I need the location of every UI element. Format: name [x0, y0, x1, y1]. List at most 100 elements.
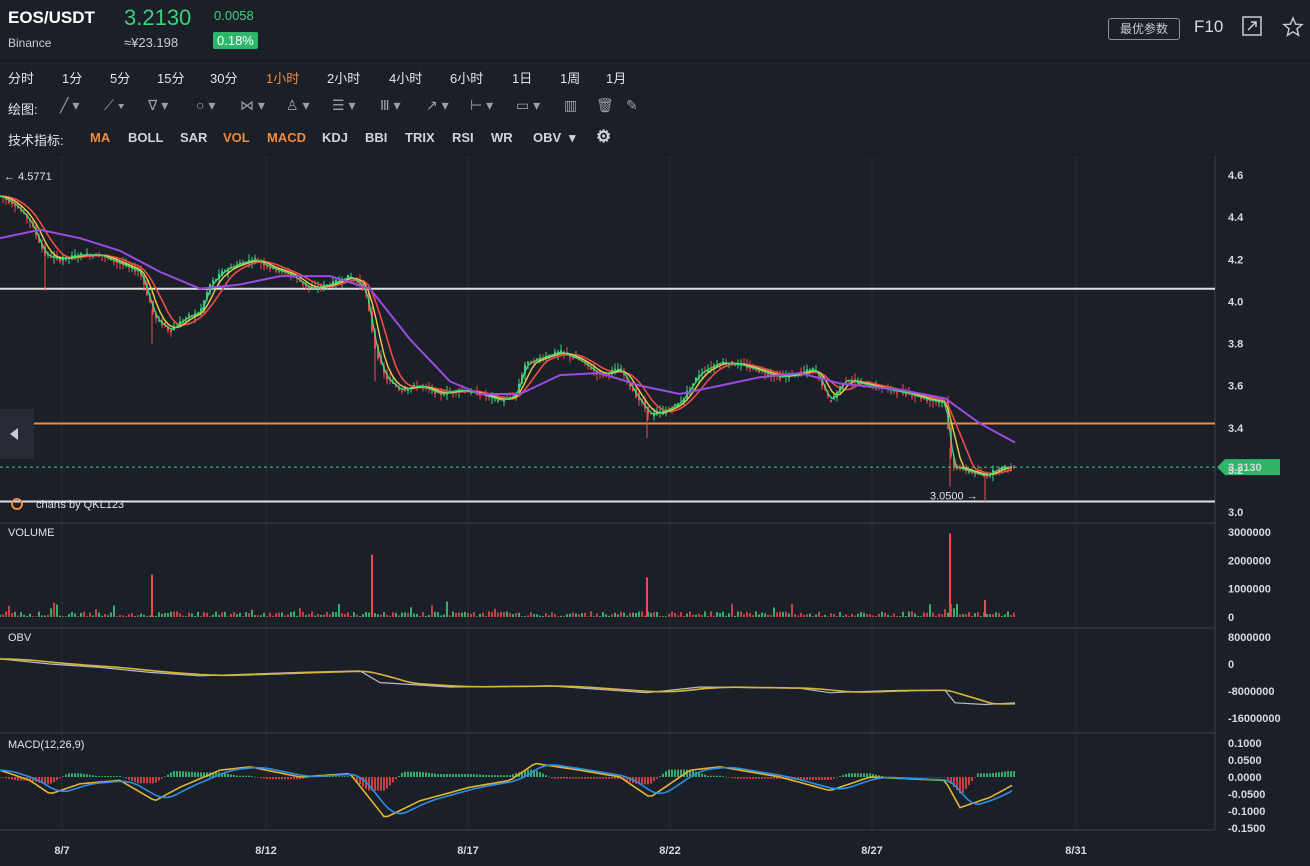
volume-bar — [212, 614, 214, 617]
volume-bar — [809, 613, 811, 617]
macd-axis-tick: 0.0500 — [1228, 755, 1262, 767]
macd-histogram-bar — [875, 774, 877, 777]
fullscreen-icon[interactable] — [1242, 16, 1262, 42]
volume-bar — [374, 613, 376, 617]
timeframe-11[interactable]: 1月 — [606, 71, 627, 86]
volume-bar — [716, 612, 718, 617]
volume-bar — [596, 613, 598, 617]
volume-bar — [599, 616, 601, 617]
measure-tool-icon[interactable]: ⊢ ▾ — [470, 97, 494, 113]
volume-bar — [410, 607, 412, 617]
macd-histogram-bar — [350, 777, 352, 778]
volume-bar — [845, 614, 847, 617]
timeframe-10[interactable]: 1周 — [560, 71, 581, 86]
macd-histogram-bar — [686, 769, 688, 777]
candle-body — [536, 358, 538, 360]
indicator-trix[interactable]: TRIX — [405, 130, 435, 145]
line-tool-icon[interactable]: ╱ ▾ — [60, 97, 80, 113]
volume-bar — [1001, 615, 1003, 617]
volume-bar — [584, 612, 586, 617]
gear-icon[interactable]: ⚙ — [596, 127, 612, 146]
trading-chart[interactable]: 3.2130 ← 4.5771 3.0500 → charts by QKL123 4.… — [0, 155, 1310, 866]
gann-tool-icon[interactable]: Ⅲ ▾ — [380, 97, 401, 113]
indicator-rsi[interactable]: RSI — [452, 130, 474, 145]
timeframe-9[interactable]: 1日 — [512, 71, 533, 86]
volume-bar — [398, 615, 400, 617]
macd-histogram-bar — [977, 773, 979, 777]
ma-mid-line — [0, 195, 1013, 475]
volume-bar — [938, 613, 940, 617]
candle-body — [407, 389, 409, 391]
macd-histogram-bar — [1007, 771, 1009, 777]
circle-tool-icon[interactable]: ○ ▾ — [196, 97, 216, 113]
channel-tool-icon[interactable]: ∇ ▾ — [148, 97, 169, 113]
candle-tool-icon[interactable]: ▥ — [564, 97, 578, 113]
volume-bar — [371, 554, 373, 617]
volume-bar — [206, 612, 208, 617]
comment-tool-icon[interactable]: ▭ ▾ — [516, 97, 541, 113]
indicator-wr[interactable]: WR — [491, 130, 513, 145]
fib-tool-icon[interactable]: ☰ ▾ — [332, 97, 356, 113]
indicator-macd[interactable]: MACD — [267, 130, 306, 145]
timeframe-8[interactable]: 6小时 — [450, 71, 484, 86]
volume-bar — [653, 612, 655, 617]
timeframe-3[interactable]: 15分 — [157, 71, 185, 86]
volume-bar — [302, 611, 304, 617]
obv-dropdown-chevron-icon[interactable]: ▾ — [569, 130, 576, 145]
candle-body — [674, 404, 676, 406]
volume-bar — [476, 616, 478, 617]
timeframe-5[interactable]: 1小时 — [266, 71, 300, 86]
candle-body — [392, 382, 394, 384]
date-axis-tick: 8/31 — [1065, 845, 1086, 857]
macd-histogram-bar — [215, 772, 217, 777]
drawing-toolbar: 绘图: ╱ ▾ ⟋ ▾ ∇ ▾ ○ ▾ ⋈ ▾ ♙ ▾ ☰ ▾ Ⅲ ▾ ↗ ▾ ⊢ ▾ ▭ ▾ ▥ 🗑 ✎ — [0, 93, 1310, 123]
macd-dif-line — [0, 762, 1013, 818]
timeframe-2[interactable]: 5分 — [110, 71, 131, 86]
macd-histogram-bar — [458, 774, 460, 777]
macd-histogram-bar — [404, 771, 406, 777]
f10-button[interactable]: F10 — [1194, 17, 1224, 36]
timeframe-7[interactable]: 4小时 — [389, 71, 423, 86]
volume-bar — [971, 615, 973, 617]
volume-bar — [920, 616, 922, 617]
star-icon[interactable] — [1282, 16, 1304, 44]
volume-bar — [473, 612, 475, 617]
candle-body — [71, 255, 73, 258]
ray-tool-icon[interactable]: ⟋ ▾ — [104, 97, 125, 113]
macd-histogram-bar — [860, 773, 862, 777]
timeframe-1[interactable]: 1分 — [62, 71, 83, 86]
indicator-bbi[interactable]: BBI — [365, 130, 388, 145]
indicator-sar[interactable]: SAR — [180, 130, 208, 145]
candle-body — [497, 400, 499, 402]
indicator-kdj[interactable]: KDJ — [322, 130, 349, 145]
arrow-tool-icon[interactable]: ↗ ▾ — [426, 97, 449, 113]
timeframe-4[interactable]: 30分 — [210, 71, 238, 86]
candle-body — [386, 373, 388, 380]
volume-bar — [323, 614, 325, 617]
macd-axis-tick: -0.1000 — [1228, 806, 1265, 818]
trash-icon[interactable]: 🗑 — [596, 97, 614, 113]
indicator-obv[interactable]: OBV — [533, 130, 562, 145]
candle-body — [218, 273, 220, 280]
indicator-label: 技术指标: — [8, 133, 64, 148]
optimal-params-button[interactable]: 最优参数 — [1108, 18, 1180, 40]
macd-histogram-bar — [266, 777, 268, 780]
candle-body — [299, 280, 301, 282]
timeframe-0[interactable]: 分时 — [8, 71, 35, 86]
pattern-tool-icon[interactable]: ♙ ▾ — [286, 97, 310, 113]
indicator-ma[interactable]: MA — [90, 130, 111, 145]
macd-histogram-bar — [665, 771, 667, 777]
volume-bar — [260, 615, 262, 617]
volume-bar — [395, 612, 397, 617]
indicator-vol[interactable]: VOL — [223, 130, 250, 145]
indicator-boll[interactable]: BOLL — [128, 130, 164, 145]
zigzag-tool-icon[interactable]: ⋈ ▾ — [240, 97, 265, 113]
macd-histogram-bar — [590, 777, 592, 779]
brush-icon[interactable]: ✎ — [626, 97, 638, 113]
volume-bar — [224, 611, 226, 617]
candle-body — [806, 369, 808, 372]
macd-histogram-bar — [974, 777, 976, 778]
volume-bar — [989, 614, 991, 617]
collapse-panel-button[interactable] — [0, 409, 34, 459]
timeframe-6[interactable]: 2小时 — [327, 71, 361, 86]
